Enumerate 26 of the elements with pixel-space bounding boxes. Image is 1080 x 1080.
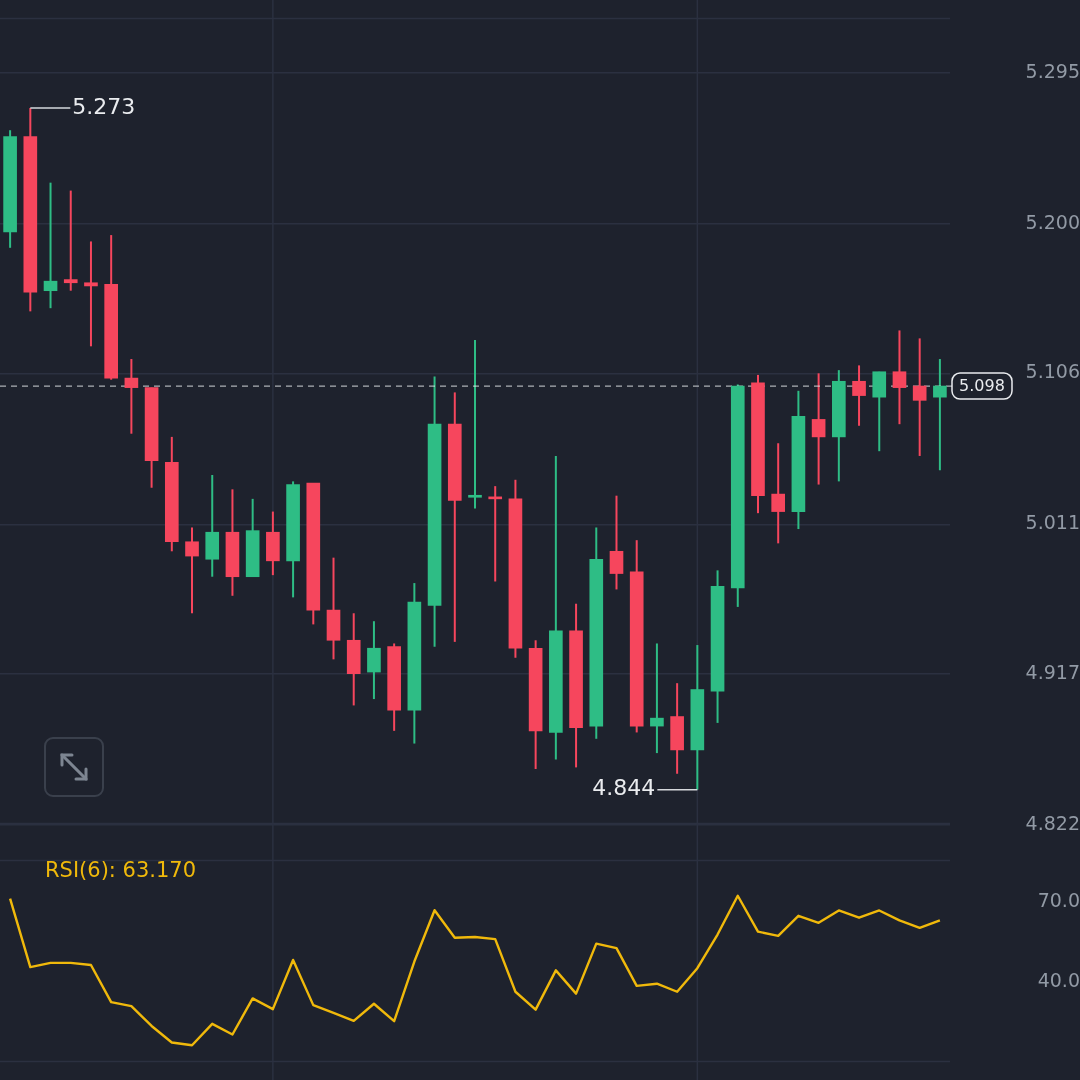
- chart-title: RSI(6): 63.170: [45, 858, 197, 883]
- y-tick-label: 4.917: [1025, 660, 1080, 683]
- annotation: 5.273: [72, 93, 136, 119]
- candlestick: [811, 372, 826, 486]
- candlestick: [124, 358, 139, 435]
- y-tick-label: 4.822: [1025, 811, 1080, 834]
- y-tick-label: 5.106: [1025, 360, 1080, 383]
- candlestick: [650, 642, 664, 755]
- candlestick: [912, 337, 927, 457]
- candlestick: [609, 494, 624, 591]
- candlestick: [892, 329, 907, 426]
- candlestick: [852, 364, 866, 427]
- candlestick: [185, 526, 199, 615]
- annotation: 4.844: [592, 775, 656, 801]
- candlestick: [933, 358, 947, 472]
- y-tick-label: 5.011: [1025, 511, 1080, 534]
- y-tick-label: 70.0: [1037, 889, 1080, 912]
- y-tick-label: 40.0: [1037, 969, 1080, 992]
- candlestick: [43, 181, 58, 310]
- candlestick: [84, 240, 98, 348]
- ref-line-label: 5.098: [959, 376, 1005, 396]
- candlestick: [468, 338, 482, 510]
- y-tick-label: 5.200: [1025, 210, 1080, 233]
- candlestick: [63, 189, 78, 292]
- candlestick: [771, 442, 786, 545]
- y-tick-label: 5.295: [1025, 59, 1080, 82]
